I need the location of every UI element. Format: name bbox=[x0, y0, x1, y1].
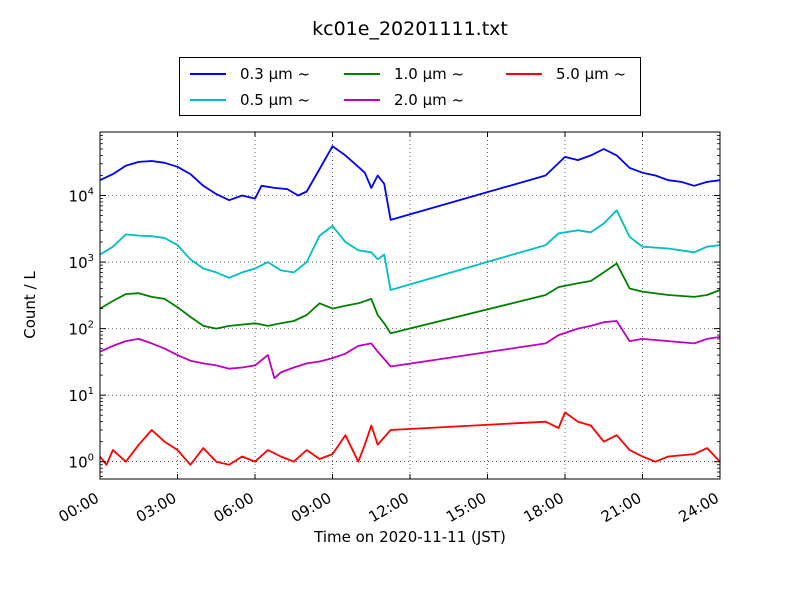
series-line-3 bbox=[99, 320, 721, 380]
legend-entry-1-0um: 1.0 μm ~ bbox=[344, 64, 464, 84]
x-axis-label: Time on 2020-11-11 (JST) bbox=[314, 528, 506, 546]
y-axis-label: Count / L bbox=[21, 271, 39, 339]
x-tick-label: 06:00 bbox=[211, 489, 257, 526]
x-tick-label: 18:00 bbox=[521, 489, 567, 526]
legend-label: 0.3 μm ~ bbox=[240, 65, 311, 83]
legend-label: 5.0 μm ~ bbox=[556, 65, 627, 83]
y-tick-label: 103 bbox=[69, 253, 94, 272]
series-layer bbox=[99, 145, 721, 466]
y-tick-label: 100 bbox=[69, 453, 94, 472]
legend-entry-5-0um: 5.0 μm ~ bbox=[506, 64, 626, 84]
legend-swatch bbox=[506, 73, 542, 75]
legend-label: 1.0 μm ~ bbox=[394, 65, 465, 83]
x-tick-label: 09:00 bbox=[288, 489, 334, 526]
legend-swatch bbox=[344, 99, 380, 101]
legend: 0.3 μm ~ 1.0 μm ~ 5.0 μm ~ 0.5 μm ~ 2.0 … bbox=[179, 57, 641, 116]
x-tick-label: 24:00 bbox=[676, 489, 722, 526]
chart-title: kc01e_20201111.txt bbox=[312, 18, 508, 40]
series-line-1 bbox=[99, 209, 721, 291]
x-tick-label: 03:00 bbox=[133, 489, 179, 526]
legend-swatch bbox=[190, 73, 226, 75]
x-tick-label: 12:00 bbox=[366, 489, 412, 526]
series-line-0 bbox=[99, 145, 721, 221]
legend-swatch bbox=[190, 99, 226, 101]
series-line-2 bbox=[99, 262, 721, 335]
x-tick-label: 00:00 bbox=[56, 489, 102, 526]
legend-entry-0-5um: 0.5 μm ~ bbox=[190, 90, 310, 110]
x-tick-label: 21:00 bbox=[598, 489, 644, 526]
series-line-4 bbox=[99, 411, 721, 466]
x-tick-label: 15:00 bbox=[443, 489, 489, 526]
y-tick-label: 102 bbox=[69, 320, 94, 339]
legend-label: 0.5 μm ~ bbox=[240, 91, 311, 109]
legend-swatch bbox=[344, 73, 380, 75]
y-tick-label: 101 bbox=[69, 386, 94, 405]
legend-label: 2.0 μm ~ bbox=[394, 91, 465, 109]
legend-entry-2-0um: 2.0 μm ~ bbox=[344, 90, 464, 110]
y-tick-label: 104 bbox=[69, 187, 94, 206]
grid-layer bbox=[99, 132, 721, 479]
legend-entry-0-3um: 0.3 μm ~ bbox=[190, 64, 310, 84]
